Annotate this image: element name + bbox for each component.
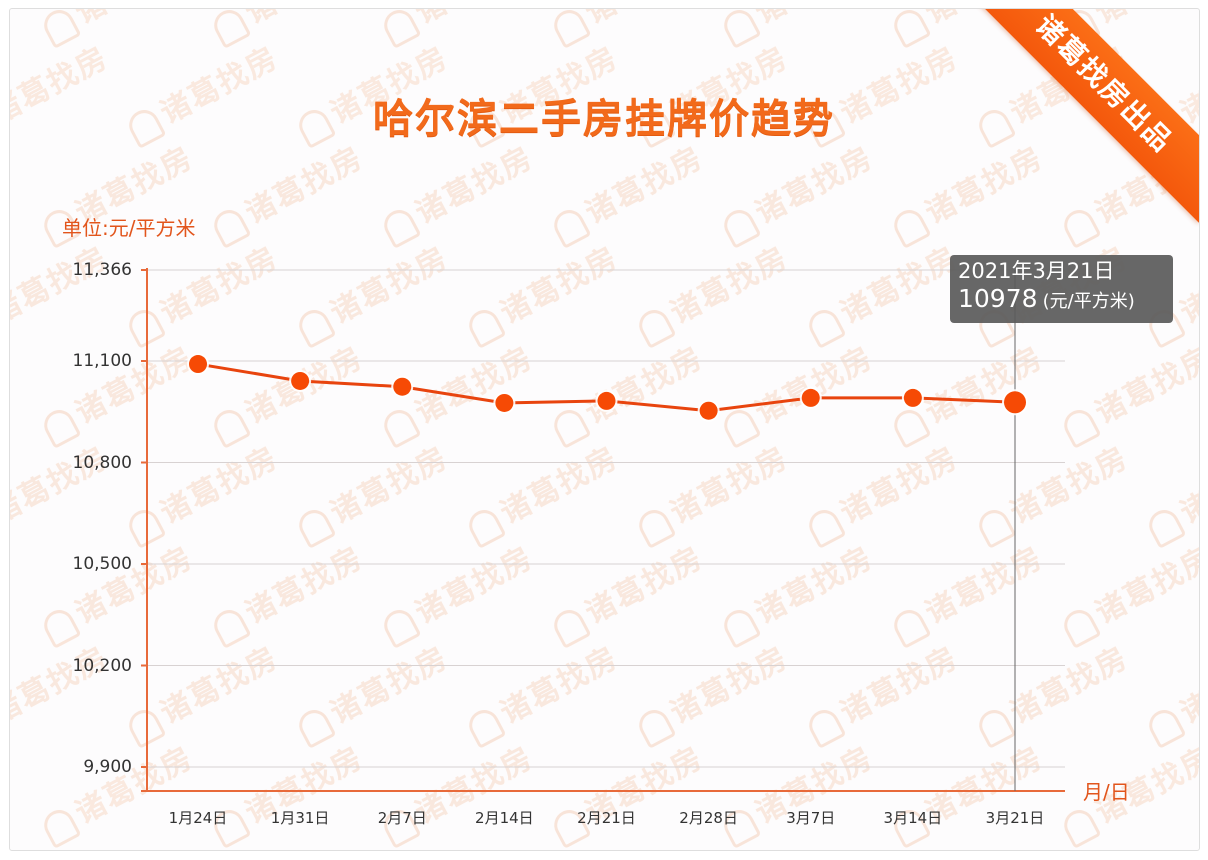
- data-point: [597, 391, 616, 410]
- y-axis-unit-label: 单位:元/平方米: [62, 216, 196, 240]
- x-tick-label: 3月14日: [883, 809, 943, 827]
- y-tick-label: 10,500: [72, 554, 132, 574]
- x-tick-label: 2月28日: [679, 809, 738, 827]
- tooltip-date: 2021年3月21日: [958, 259, 1115, 283]
- data-point: [1004, 391, 1026, 414]
- x-tick-label: 3月7日: [786, 809, 836, 827]
- tooltip-value: 10978: [958, 284, 1038, 313]
- x-tick-label: 2月14日: [475, 809, 534, 827]
- x-tick-label: 1月24日: [168, 809, 228, 827]
- data-point: [189, 355, 207, 374]
- y-tick-label: 11,100: [72, 351, 132, 371]
- tooltip-unit: (元/平方米): [1042, 291, 1135, 312]
- data-point: [393, 377, 412, 396]
- x-tick-label: 2月7日: [377, 809, 427, 827]
- x-tick-label: 3月21日: [985, 809, 1045, 827]
- x-tick-label: 1月31日: [270, 809, 330, 827]
- data-point: [699, 401, 718, 420]
- y-tick-label: 11,366: [72, 260, 132, 280]
- chart-card: 诸葛找房 诸葛找房 诸葛找房 诸葛找房 诸葛找房 诸葛找房 诸葛找房 诸葛找房 诸葛找房 诸葛找房…: [9, 8, 1200, 851]
- data-point: [903, 388, 922, 407]
- y-tick-label: 9,900: [83, 757, 132, 777]
- x-axis-unit-label: 月/日: [1083, 780, 1130, 804]
- data-point: [801, 388, 820, 407]
- data-point: [291, 371, 310, 390]
- chart-title: 哈尔滨二手房挂牌价趋势: [373, 96, 835, 142]
- y-tick-label: 10,800: [72, 452, 132, 473]
- data-tooltip: 2021年3月21日 10978 (元/平方米): [950, 255, 1173, 323]
- x-tick-label: 2月21日: [577, 809, 636, 827]
- data-point: [495, 393, 514, 412]
- y-tick-label: 10,200: [72, 655, 132, 676]
